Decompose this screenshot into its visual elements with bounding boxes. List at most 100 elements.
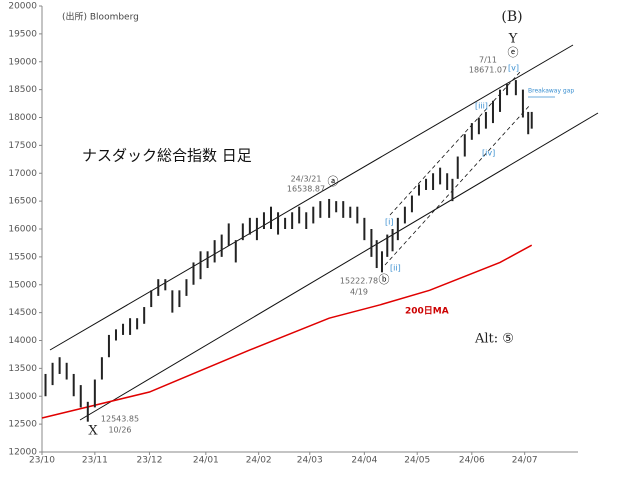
source: (出所) Bloomberg [62,11,139,23]
x-tick-label: 24/04 [351,456,377,466]
x-tick-label: 23/12 [136,456,162,466]
price-bar [403,206,406,224]
wave-label: X [88,424,98,439]
y-tick-label: 12000 [8,448,37,458]
price-bar [100,357,103,380]
y-tick-label: 13000 [8,392,37,402]
price-bar [527,111,530,135]
x-tick-label: 24/03 [297,456,323,466]
price-bar [439,167,442,185]
price-bar [484,111,487,129]
price-bar [150,290,153,308]
price-bar [262,212,265,229]
price-bar [356,206,359,224]
price-bar [241,223,244,241]
y-tick-label: 19500 [8,29,37,39]
wave-label: ⓑ [379,273,390,286]
price-bar [277,212,280,235]
price-bar [456,156,459,179]
price-bar [58,357,61,374]
annotation-value: 16538.87 [287,185,325,194]
annotation-date: 10/26 [108,426,131,435]
price-bar [199,251,202,280]
price-bar [521,89,524,118]
price-bar [79,385,82,408]
price-bar [136,318,139,330]
annotation-date: 7/11 [479,56,497,65]
gap-label: Breakaway gap [528,88,574,95]
price-bar [312,206,315,224]
price-bar [386,234,389,257]
x-tick-label: 23/10 [29,456,55,466]
upper-channel [49,44,574,351]
wave-label: [iii] [475,102,488,111]
price-bar [284,217,287,229]
price-bar [220,234,223,257]
y-tick-label: 12500 [8,420,37,430]
price-bar [477,117,480,135]
price-bar [227,223,230,246]
x-tick-label: 24/07 [512,456,538,466]
price-bar [530,111,533,129]
price-bar [499,89,502,112]
price-bar [396,217,399,241]
price-bar [157,279,160,296]
x-tick-label: 24/02 [246,456,272,466]
price-bar [213,240,216,263]
x-tick-label: 24/06 [459,456,485,466]
price-bar [143,307,146,324]
y-tick-label: 18500 [8,85,37,95]
price-bar [342,201,345,218]
price-bar [375,240,378,269]
price-bar [44,373,47,397]
annotation-value: 15222.78 [340,277,378,286]
price-bar [446,173,449,190]
y-tick-label: 15500 [8,252,37,262]
chart-title: ナスダック総合指数 日足 [82,147,252,165]
wave-label: Y [508,32,518,47]
price-bar [491,100,494,124]
price-bar [72,373,75,397]
y-tick-label: 20000 [8,2,37,12]
price-bar [185,279,188,296]
y-tick-label: 14500 [8,308,37,318]
price-bar [122,323,125,335]
price-bar [129,318,132,335]
price-bar [451,178,454,202]
price-bar [506,84,509,96]
price-bar [270,206,273,229]
price-bar [178,290,181,308]
y-tick-label: 14000 [8,336,37,346]
annotation-date: 4/19 [350,288,368,297]
price-bar [380,251,383,273]
price-bar [114,329,117,341]
ma-line [41,244,533,419]
y-tick-label: 13500 [8,364,37,374]
price-bar [107,334,110,358]
price-bar [206,251,209,269]
price-bar [349,206,352,218]
y-tick-label: 16500 [8,197,37,207]
price-bar [234,240,237,263]
price-bar [335,201,338,213]
price-bar [370,229,373,257]
price-bar [86,401,89,422]
price-bar [463,134,466,157]
price-bar [51,362,54,386]
price-bar [255,217,258,241]
wave-label: (B) [501,9,522,25]
ma-label: 200日MA [405,306,449,317]
y-tick-label: 18000 [8,113,37,123]
price-bar [410,195,413,213]
price-bar [470,123,473,140]
price-bar [417,184,420,196]
wave-label: [iv] [482,149,495,158]
y-tick-label: 19000 [8,57,37,67]
wave-label: ⓐ [328,175,339,188]
price-bar [298,206,301,224]
annotation-date: 24/3/21 [291,175,322,184]
price-bar [65,362,68,380]
y-tick-label: 16000 [8,225,37,235]
price-bar [248,217,251,235]
price-bar [432,173,435,190]
